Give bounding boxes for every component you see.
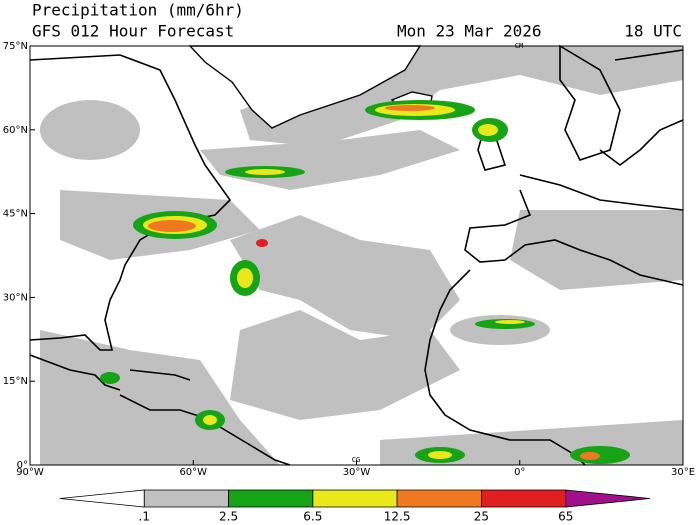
precip-heavy bbox=[100, 100, 630, 464]
colorbar-segment bbox=[59, 489, 145, 508]
lon-label: 60°W bbox=[179, 467, 207, 478]
colorbar-label: 2.5 bbox=[219, 510, 238, 524]
lat-label: 45°N bbox=[3, 209, 28, 220]
lon-label: 0° bbox=[514, 467, 525, 478]
axes: 75°N60°N45°N30°N15°N0°90°W 60°W 30°W 0° 30°E bbox=[3, 41, 695, 478]
colorbar: .1 2.5 6.5 12.5 25 65 bbox=[59, 489, 651, 524]
lon-label: 30°W bbox=[343, 467, 371, 478]
lon-label: 90°W bbox=[16, 467, 44, 478]
time: 18 UTC bbox=[624, 22, 682, 41]
colorbar-label: 65 bbox=[558, 510, 573, 524]
colorbar-segment bbox=[228, 489, 314, 508]
lat-label: 0° bbox=[17, 460, 28, 471]
colorbar-label: 25 bbox=[474, 510, 489, 524]
lat-label: 60°N bbox=[3, 125, 28, 136]
title: Precipitation (mm/6hr) bbox=[32, 1, 244, 20]
colorbar-segment bbox=[396, 489, 482, 508]
lon-label: 30°E bbox=[671, 467, 695, 478]
map: CM CG bbox=[29, 42, 684, 466]
colorbar-segment bbox=[143, 489, 229, 508]
lat-label: 15°N bbox=[3, 376, 28, 387]
colorbar-segment bbox=[481, 489, 567, 508]
lat-label: 75°N bbox=[3, 41, 28, 52]
subtitle: GFS 012 Hour Forecast bbox=[32, 22, 234, 41]
colorbar-label: .1 bbox=[139, 510, 150, 524]
colorbar-segment bbox=[312, 489, 398, 508]
lat-label: 30°N bbox=[3, 292, 28, 303]
colorbar-label: 6.5 bbox=[303, 510, 322, 524]
colorbar-label: 12.5 bbox=[384, 510, 411, 524]
colorbar-segment bbox=[565, 489, 651, 508]
date: Mon 23 Mar 2026 bbox=[397, 22, 542, 41]
